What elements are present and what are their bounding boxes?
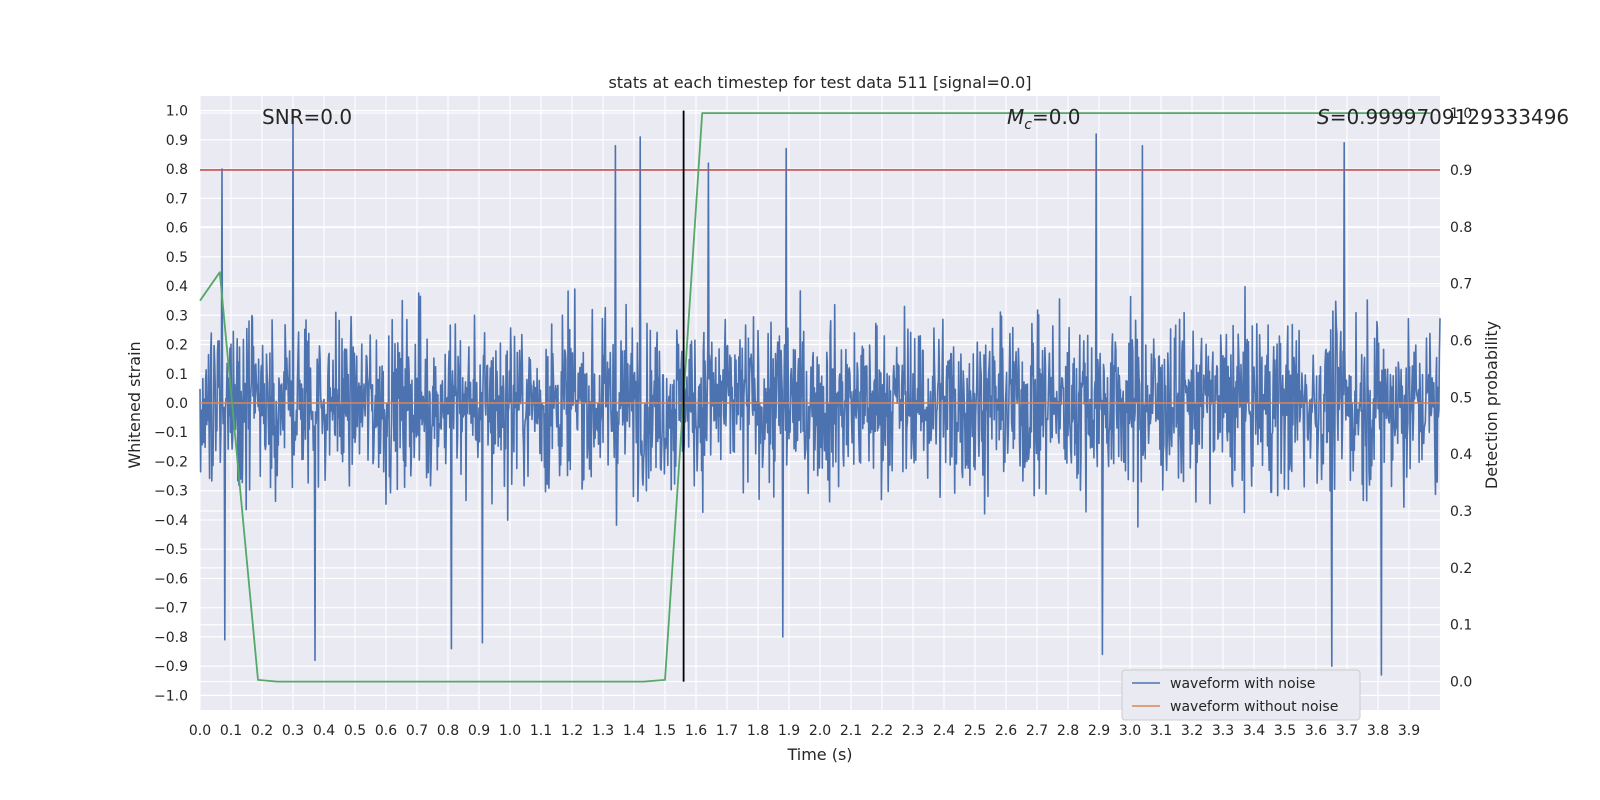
x-tick-label: 1.2: [561, 723, 583, 739]
y-tick-label: −0.9: [154, 659, 188, 675]
legend-label-noise: waveform with noise: [1170, 676, 1315, 692]
x-tick-label: 3.0: [1119, 723, 1141, 739]
y2-axis-ticks: 1.0 0.9 0.8 0.7 0.6 0.5 0.4 0.3 0.2 0.1 0.0: [1450, 106, 1472, 691]
y-tick-label: 0.3: [166, 308, 188, 324]
x-tick-label: 3.1: [1150, 723, 1172, 739]
x-axis-label: Time (s): [786, 745, 852, 764]
y2-tick-label: 0.0: [1450, 675, 1472, 691]
y-tick-label: 0.2: [166, 338, 188, 354]
y-tick-label: −0.6: [154, 571, 188, 587]
x-tick-label: 3.3: [1212, 723, 1234, 739]
legend: waveform with noise waveform without noi…: [1121, 669, 1361, 721]
x-tick-label: 0.5: [344, 723, 366, 739]
x-tick-label: 0.1: [220, 723, 242, 739]
x-tick-label: 1.1: [530, 723, 552, 739]
y-tick-label: 0.0: [166, 396, 188, 412]
y-tick-label: 0.9: [166, 133, 188, 149]
x-tick-label: 1.3: [592, 723, 614, 739]
y2-tick-label: 0.2: [1450, 561, 1472, 577]
y-tick-label: −0.7: [154, 601, 188, 617]
y2-tick-label: 0.3: [1450, 504, 1472, 520]
x-tick-label: 1.5: [654, 723, 676, 739]
s-value: =0.9999709129333496: [1330, 105, 1569, 129]
x-tick-label: 2.9: [1088, 723, 1110, 739]
x-tick-label: 0.0: [189, 723, 211, 739]
y-axis-ticks: 1.0 0.9 0.8 0.7 0.6 0.5 0.4 0.3 0.2 0.1 0.0 −0.1 −0.…: [154, 104, 188, 705]
chart-title: stats at each timestep for test data 511…: [608, 73, 1031, 92]
x-tick-label: 2.2: [871, 723, 893, 739]
y-tick-label: −0.4: [154, 513, 188, 529]
x-tick-label: 2.4: [933, 723, 955, 739]
x-tick-label: 0.3: [282, 723, 304, 739]
x-tick-label: 2.6: [995, 723, 1017, 739]
x-tick-label: 0.6: [375, 723, 397, 739]
mc-subscript: c: [1024, 117, 1032, 133]
x-tick-label: 2.8: [1057, 723, 1079, 739]
y-tick-label: 0.7: [166, 191, 188, 207]
y-tick-label: 0.1: [166, 367, 188, 383]
s-symbol: S: [1317, 105, 1330, 129]
mc-value: =0.0: [1032, 105, 1081, 129]
x-tick-label: 3.4: [1243, 723, 1265, 739]
y2-tick-label: 0.7: [1450, 277, 1472, 293]
y2-tick-label: 0.6: [1450, 333, 1472, 349]
y-tick-label: −0.3: [154, 484, 188, 500]
y-tick-label: 0.6: [166, 221, 188, 237]
y-tick-label: −0.2: [154, 454, 188, 470]
y2-tick-label: 0.8: [1450, 220, 1472, 236]
x-tick-label: 3.5: [1274, 723, 1296, 739]
y-tick-label: −0.8: [154, 630, 188, 646]
x-tick-label: 1.9: [778, 723, 800, 739]
x-tick-label: 1.4: [623, 723, 645, 739]
x-tick-label: 1.6: [685, 723, 707, 739]
y-tick-label: 0.5: [166, 250, 188, 266]
x-tick-label: 2.7: [1026, 723, 1048, 739]
x-tick-label: 3.6: [1305, 723, 1327, 739]
series-waveform-with-noise: [199, 109, 1441, 676]
y-axis-label: Whitened strain: [125, 341, 144, 468]
y2-tick-label: 1.0: [1450, 106, 1472, 122]
y2-tick-label: 0.9: [1450, 163, 1472, 179]
x-tick-label: 0.8: [437, 723, 459, 739]
x-tick-label: 0.9: [468, 723, 490, 739]
x-tick-label: 0.7: [406, 723, 428, 739]
y-tick-label: −0.1: [154, 425, 188, 441]
x-tick-label: 0.2: [251, 723, 273, 739]
x-tick-label: 3.2: [1181, 723, 1203, 739]
x-tick-label: 1.0: [499, 723, 521, 739]
y2-tick-label: 0.4: [1450, 447, 1472, 463]
x-tick-label: 2.1: [840, 723, 862, 739]
x-tick-label: 2.5: [964, 723, 986, 739]
series-detection-probability: [199, 112, 1431, 683]
y2-tick-label: 0.5: [1450, 390, 1472, 406]
x-axis-ticks: 0.0 0.1 0.2 0.3 0.4 0.5 0.6 0.7 0.8 0.9 1.0 1.1 1.2 1…: [189, 723, 1420, 739]
series-layer: [199, 109, 1441, 683]
y-tick-label: 0.8: [166, 162, 188, 178]
x-tick-label: 3.9: [1398, 723, 1420, 739]
y-tick-label: 0.4: [166, 279, 188, 295]
x-tick-label: 0.4: [313, 723, 335, 739]
snr-annotation: SNR=0.0: [262, 105, 352, 129]
y-tick-label: −1.0: [154, 688, 188, 704]
y2-axis-label: Detection probability: [1482, 321, 1501, 489]
mc-symbol: M: [1007, 105, 1024, 129]
legend-box: [1121, 669, 1361, 721]
y2-tick-label: 0.1: [1450, 618, 1472, 634]
x-tick-label: 3.8: [1367, 723, 1389, 739]
x-tick-label: 1.8: [747, 723, 769, 739]
y-tick-label: 1.0: [166, 104, 188, 120]
s-annotation: S=0.9999709129333496: [1317, 105, 1569, 129]
x-tick-label: 2.3: [902, 723, 924, 739]
x-tick-label: 2.0: [809, 723, 831, 739]
y-tick-label: −0.5: [154, 542, 188, 558]
mc-annotation: Mc=0.0: [1007, 105, 1081, 133]
x-tick-label: 1.7: [716, 723, 738, 739]
legend-label-clean: waveform without noise: [1170, 699, 1338, 715]
x-tick-label: 3.7: [1336, 723, 1358, 739]
